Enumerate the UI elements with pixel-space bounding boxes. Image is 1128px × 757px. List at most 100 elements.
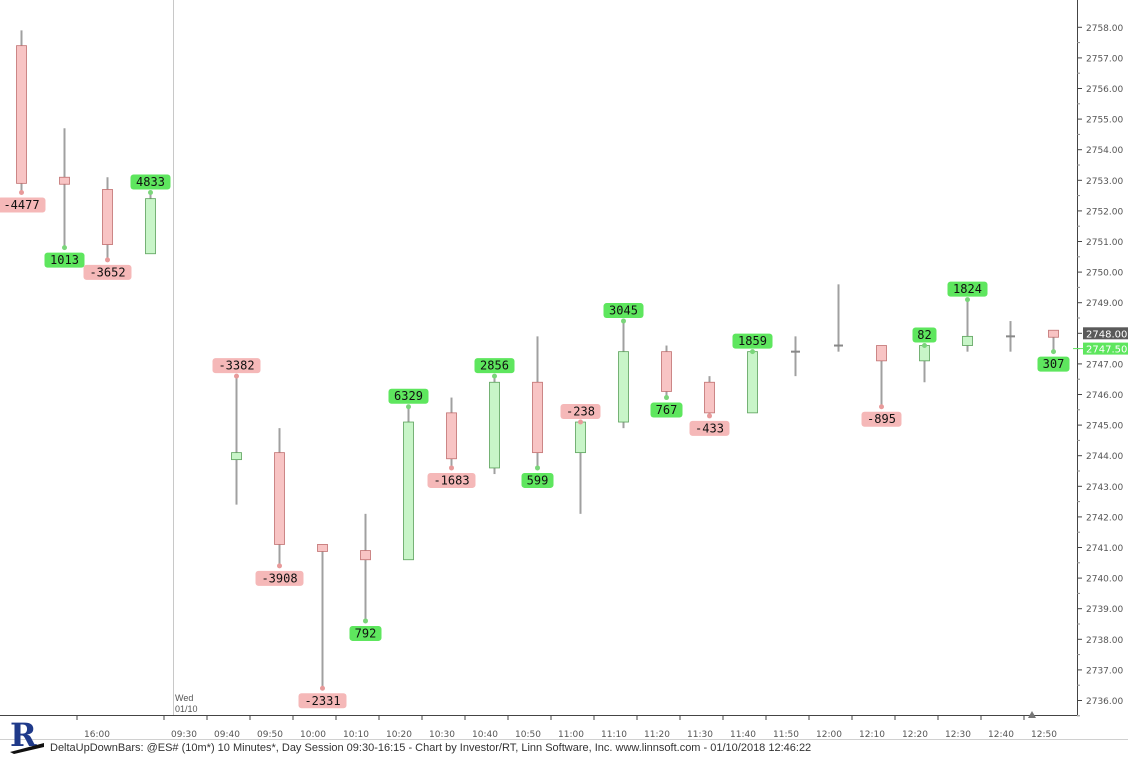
down-bar (532, 381, 543, 454)
price-tick-label: 2738.00 (1086, 636, 1123, 646)
delta-label-box (427, 472, 476, 488)
time-tick-label: 10:00 (300, 730, 326, 740)
delta-label-box (83, 264, 132, 280)
current-price-label: 2747.50 (1086, 345, 1127, 356)
price-tick-label: 2739.00 (1086, 605, 1123, 615)
delta-anchor-dot (320, 685, 325, 691)
down-bar (1048, 329, 1059, 338)
up-bar (145, 198, 156, 255)
delta-anchor-dot (922, 343, 927, 349)
time-tick-label: 12:30 (945, 730, 971, 740)
delta-anchor-dot (234, 373, 239, 379)
time-tick-label: 11:30 (687, 730, 713, 740)
time-tick-label: 12:50 (1031, 730, 1057, 740)
price-tick-label: 2742.00 (1086, 513, 1123, 523)
delta-label: 82 (917, 328, 931, 342)
up-bar (231, 452, 242, 461)
price-tick-label: 2756.00 (1086, 85, 1123, 95)
delta-label: 1824 (953, 282, 982, 296)
delta-label: -1683 (433, 473, 469, 487)
price-bars (16, 30, 1059, 689)
delta-anchor-dot (879, 404, 884, 410)
time-tick-label: 16:00 (84, 730, 110, 740)
price-tick-label: 2741.00 (1086, 544, 1123, 554)
up-bar (962, 335, 973, 346)
time-tick-label: 10:40 (472, 730, 498, 740)
time-tick-label: 09:30 (171, 730, 197, 740)
delta-label-box (130, 174, 171, 190)
down-bar (360, 550, 371, 561)
time-tick-label: 09:40 (214, 730, 240, 740)
price-tick-label: 2750.00 (1086, 269, 1123, 279)
time-tick-label: 10:30 (429, 730, 455, 740)
last-price-tag (1083, 327, 1128, 340)
price-tick-label: 2745.00 (1086, 422, 1123, 432)
time-tick-label: 11:10 (601, 730, 627, 740)
time-tick-label: 11:00 (558, 730, 584, 740)
down-bar (102, 189, 113, 245)
down-bar (446, 412, 457, 460)
delta-label-box (44, 252, 85, 268)
session-start-marker: Wed 01/10 (175, 693, 198, 715)
price-tick-label: 2737.00 (1086, 666, 1123, 676)
delta-label-box (255, 570, 304, 586)
delta-label: 6329 (394, 389, 423, 403)
down-bar (274, 452, 285, 545)
delta-anchor-dot (19, 190, 24, 196)
delta-anchor-dot (277, 563, 282, 569)
price-tick-label: 2754.00 (1086, 146, 1123, 156)
price-tick-label: 2751.00 (1086, 238, 1123, 248)
delta-label-box (298, 693, 347, 709)
price-tags: 2748.00 2747.50 (1073, 327, 1128, 356)
time-tick-label: 12:00 (816, 730, 842, 740)
delta-label: -3908 (261, 571, 297, 585)
delta-label: 1013 (50, 253, 79, 267)
time-tick-label: 11:50 (773, 730, 799, 740)
delta-label-box (0, 197, 46, 213)
delta-label: 3045 (609, 304, 638, 318)
delta-label: -3652 (89, 265, 125, 279)
price-axis: 2736.00 2737.00 2738.00 2739.00 2740.00 2741.… (1077, 24, 1123, 717)
down-bar (661, 351, 672, 392)
down-bar (317, 544, 328, 552)
up-bar (403, 421, 414, 561)
price-tick-label: 2757.00 (1086, 54, 1123, 64)
delta-label-box (947, 281, 988, 297)
delta-label-box (212, 358, 261, 374)
time-tick-label: 10:50 (515, 730, 541, 740)
up-arrow-icon (1028, 711, 1036, 718)
last-price-label: 2748.00 (1086, 329, 1127, 340)
time-tick-label: 11:20 (644, 730, 670, 740)
delta-label: 2856 (480, 359, 509, 373)
price-tick-label: 2755.00 (1086, 116, 1123, 126)
time-tick-label: 12:10 (859, 730, 885, 740)
delta-anchor-dot (148, 190, 153, 196)
delta-anchor-dot (62, 245, 67, 251)
delta-anchor-dot (707, 413, 712, 419)
chart-frame (0, 0, 1128, 740)
investor-rt-logo-icon[interactable]: R (6, 716, 46, 754)
time-tick-label: 10:20 (386, 730, 412, 740)
down-bar (59, 176, 70, 185)
delta-label-box (388, 388, 429, 404)
current-price-tag (1083, 342, 1128, 355)
time-tick-label: 12:20 (902, 730, 928, 740)
delta-anchor-dot (535, 465, 540, 471)
delta-label-box (521, 472, 554, 488)
delta-label-box (349, 625, 382, 641)
delta-label: 767 (656, 403, 678, 417)
delta-label-box (650, 402, 683, 418)
delta-label: -895 (867, 412, 896, 426)
price-tick-label: 2752.00 (1086, 207, 1123, 217)
delta-label-box (560, 404, 601, 420)
price-tick-label: 2743.00 (1086, 483, 1123, 493)
price-tick-label: 2740.00 (1086, 575, 1123, 585)
delta-label-box (912, 327, 937, 343)
delta-anchor-dot (965, 297, 970, 303)
delta-label: 599 (527, 473, 549, 487)
chart-caption: DeltaUpDownBars: @ES# (10m*) 10 Minutes*… (50, 742, 812, 754)
delta-label: 307 (1043, 357, 1065, 371)
down-bar (16, 45, 27, 184)
delta-label: -2331 (304, 694, 340, 708)
price-tick-label: 2746.00 (1086, 391, 1123, 401)
